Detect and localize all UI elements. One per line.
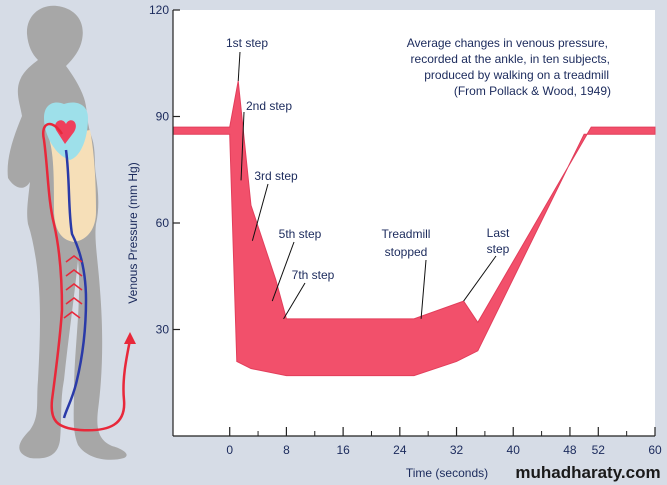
y-axis-title: Venous Pressure (mm Hg): [126, 162, 140, 303]
annotation-leader-line: [283, 282, 306, 320]
annotation-label: 5th step: [279, 227, 322, 241]
description-line: recorded at the ankle, in ten subjects,: [411, 52, 610, 66]
annotation-leader-line: [420, 259, 427, 319]
human-figure-illustration: [7, 5, 136, 460]
x-tick-label: 48: [563, 443, 577, 457]
torso-overlay: [48, 130, 96, 242]
y-tick-label: 60: [156, 216, 170, 230]
annotation-label: step: [487, 242, 510, 256]
chart-description: Average changes in venous pressure, reco…: [407, 36, 611, 98]
arrow-up-icon: [124, 332, 136, 344]
annotation-label: Last: [487, 226, 510, 240]
annotation-leader-line: [251, 183, 269, 241]
description-line: produced by walking on a treadmill: [424, 68, 609, 82]
description-line: (From Pollack & Wood, 1949): [454, 84, 611, 98]
annotation-label: stopped: [385, 245, 428, 259]
vein-line: [62, 149, 88, 419]
x-tick-label: 40: [507, 443, 521, 457]
artery-line: [41, 122, 132, 432]
annotation-label: 2nd step: [246, 99, 292, 113]
x-tick-label: 60: [648, 443, 662, 457]
annotation-label: 3rd step: [254, 169, 298, 183]
x-axis-title: Time (seconds): [406, 466, 488, 480]
watermark-text: muhadharaty.com: [515, 463, 660, 482]
x-tick-label: 32: [450, 443, 464, 457]
annotation-layer: 1st step 2nd step 3rd step 5th step 7th step…: [226, 36, 510, 320]
description-line: Average changes in venous pressure,: [407, 36, 608, 50]
vein-valves: [63, 255, 83, 319]
heart-icon: [55, 120, 76, 144]
annotation-leader-line: [237, 51, 241, 82]
y-tick-label: 120: [149, 3, 169, 17]
x-tick-label: 0: [226, 443, 233, 457]
y-tick-label: 30: [156, 323, 170, 337]
x-tick-label: 16: [336, 443, 350, 457]
axes-layer: 30 60 90 120 0 8 16 24 32 40 48 52 60: [149, 3, 662, 457]
pressure-range-band: [172, 80, 656, 377]
annotation-leader-line: [240, 111, 245, 181]
annotation-label: 1st step: [226, 36, 268, 50]
y-tick-label: 90: [156, 110, 170, 124]
x-tick-label: 24: [393, 443, 407, 457]
annotation-label: Treadmill: [382, 227, 431, 241]
x-tick-label: 8: [283, 443, 290, 457]
x-tick-label: 52: [592, 443, 606, 457]
data-band-layer: [172, 80, 656, 377]
annotation-leader-line: [463, 255, 497, 302]
annotation-label: 7th step: [292, 268, 335, 282]
annotation-leader-line: [271, 241, 295, 302]
